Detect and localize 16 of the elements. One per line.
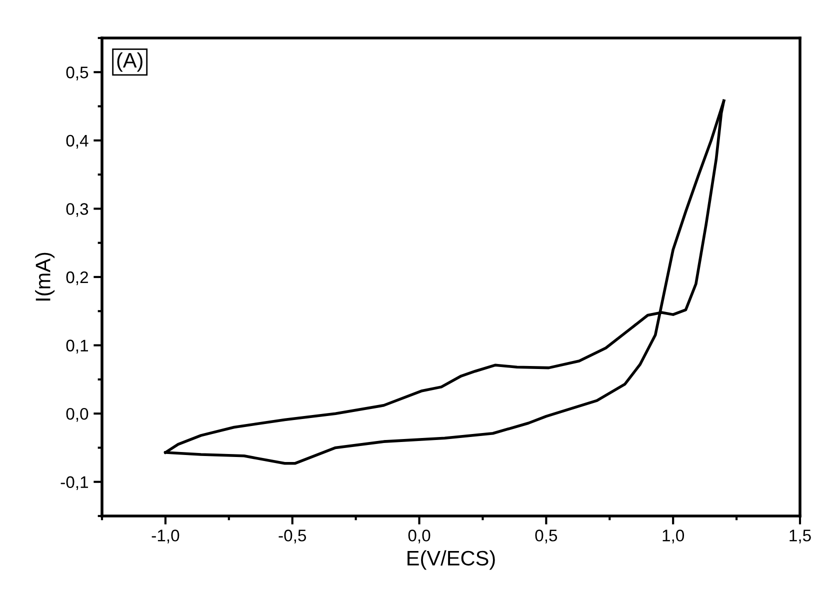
x-tick-label: 0,0 bbox=[408, 530, 430, 544]
x-tick-label: 1,0 bbox=[662, 530, 684, 544]
x-tick-label: 1,5 bbox=[790, 530, 811, 544]
y-tick-label: 0,0 bbox=[66, 408, 88, 422]
y-tick-label: -0,1 bbox=[60, 476, 88, 490]
y-tick-label: 0,3 bbox=[66, 203, 88, 217]
x-tick-label: -1,0 bbox=[152, 530, 180, 544]
y-axis-title: I(mA) bbox=[35, 252, 55, 301]
x-tick-label: -0,5 bbox=[278, 530, 306, 544]
x-tick-label: 0,5 bbox=[535, 530, 558, 544]
y-tick-label: 0,2 bbox=[66, 271, 88, 286]
y-tick-label: 0,1 bbox=[66, 340, 88, 354]
x-axis-title: E(V/ECS) bbox=[408, 550, 495, 570]
y-tick-label: 0,5 bbox=[66, 66, 88, 80]
y-tick-label: 0,4 bbox=[66, 134, 88, 149]
annotation: (A) bbox=[117, 52, 142, 72]
